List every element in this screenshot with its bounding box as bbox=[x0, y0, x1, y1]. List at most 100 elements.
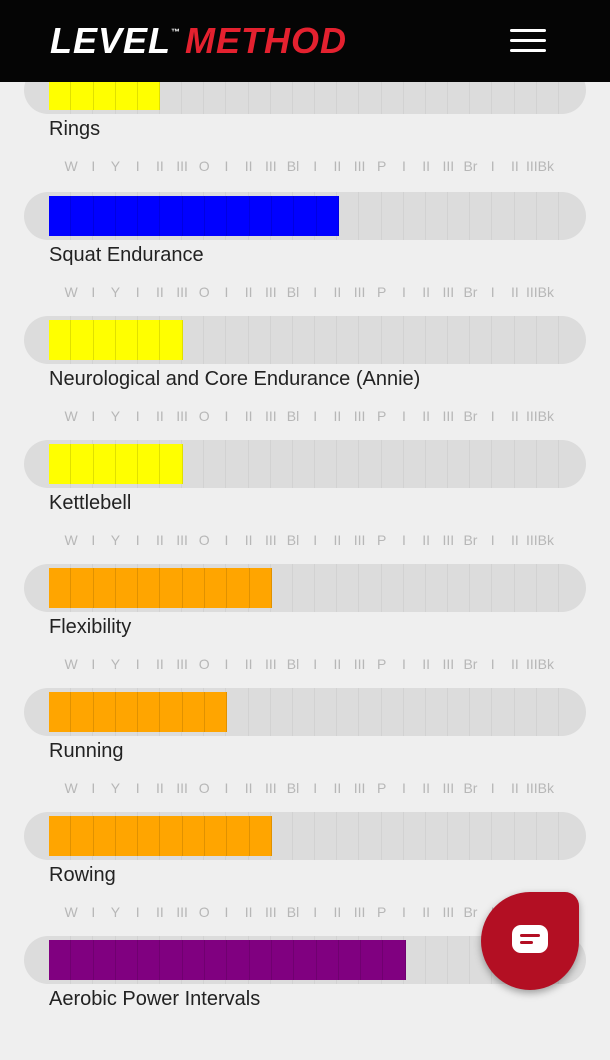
level-label: I bbox=[91, 408, 96, 424]
level-label: III bbox=[264, 904, 277, 920]
level-label: I bbox=[91, 780, 96, 796]
level-label: I bbox=[401, 158, 406, 174]
skill-progress-fill bbox=[49, 692, 228, 732]
level-label: W bbox=[64, 656, 78, 672]
level-label: II bbox=[244, 408, 253, 424]
level-label: II bbox=[510, 158, 519, 174]
level-label: Br bbox=[463, 158, 478, 174]
skill-row[interactable]: Running W I Y I II III O I II III Bl I II III P I II III Br… bbox=[0, 688, 610, 812]
skill-progress-track bbox=[24, 564, 586, 612]
level-label: III bbox=[353, 408, 366, 424]
app-header: LEVEL ™ METHOD bbox=[0, 0, 610, 82]
level-label: I bbox=[490, 158, 495, 174]
skill-name: Neurological and Core Endurance (Annie) bbox=[49, 368, 421, 390]
skill-name: Rings bbox=[49, 118, 101, 140]
level-label: P bbox=[377, 656, 387, 672]
level-label: III bbox=[353, 284, 366, 300]
level-label: I bbox=[91, 284, 96, 300]
level-label: III bbox=[264, 158, 277, 174]
level-label: I bbox=[313, 284, 318, 300]
level-label: I bbox=[490, 780, 495, 796]
skill-row[interactable]: Flexibility W I Y I II III O I II III Bl I II III P I II I… bbox=[0, 564, 610, 688]
level-label: IIIBk bbox=[525, 158, 554, 174]
level-label: II bbox=[422, 656, 430, 672]
level-label: III bbox=[442, 532, 455, 548]
level-label: III bbox=[176, 904, 188, 920]
level-method-logo[interactable]: LEVEL ™ METHOD bbox=[50, 20, 348, 61]
level-label: I bbox=[401, 284, 406, 300]
level-label: Y bbox=[110, 904, 121, 920]
level-label: II bbox=[510, 284, 519, 300]
level-label: II bbox=[333, 532, 342, 548]
level-label: III bbox=[353, 904, 366, 920]
skill-progress-fill bbox=[49, 196, 339, 236]
level-label: II bbox=[155, 158, 164, 174]
level-label: Br bbox=[463, 408, 478, 424]
level-label: III bbox=[176, 408, 188, 424]
level-label: P bbox=[377, 904, 387, 920]
skill-row[interactable]: Neurological and Core Endurance (Annie) W… bbox=[0, 316, 610, 440]
level-label: III bbox=[442, 408, 455, 424]
level-label: II bbox=[422, 904, 430, 920]
level-label: IIIBk bbox=[525, 284, 554, 300]
level-label: II bbox=[155, 780, 164, 796]
level-label: II bbox=[422, 158, 430, 174]
level-label: Bl bbox=[286, 656, 300, 672]
skill-name: Squat Endurance bbox=[49, 244, 204, 266]
level-label: Br bbox=[463, 904, 478, 920]
skills-list: Rings W I Y I II III O I II III Bl I II III P I II III Br I I… bbox=[0, 66, 610, 1010]
level-label: I bbox=[490, 408, 495, 424]
level-label: I bbox=[490, 284, 495, 300]
level-label: Bl bbox=[286, 780, 300, 796]
level-label: I bbox=[313, 408, 318, 424]
level-label: O bbox=[198, 158, 210, 174]
level-label: III bbox=[442, 904, 455, 920]
level-label: II bbox=[155, 904, 164, 920]
level-label: II bbox=[333, 158, 342, 174]
skill-name: Kettlebell bbox=[49, 492, 132, 514]
level-label: Br bbox=[463, 780, 478, 796]
level-label: I bbox=[135, 408, 140, 424]
level-label: I bbox=[313, 780, 318, 796]
level-label: III bbox=[353, 656, 366, 672]
level-label: O bbox=[198, 532, 210, 548]
skill-progress-fill bbox=[49, 816, 272, 856]
level-label: I bbox=[135, 656, 140, 672]
level-label: II bbox=[333, 408, 342, 424]
skill-progress-fill bbox=[49, 444, 183, 484]
level-label: Y bbox=[110, 408, 121, 424]
level-label: I bbox=[313, 532, 318, 548]
chat-button[interactable] bbox=[481, 892, 579, 990]
level-label: P bbox=[377, 158, 387, 174]
level-label: O bbox=[198, 904, 210, 920]
chat-bubble-icon bbox=[512, 925, 548, 953]
level-label: II bbox=[422, 780, 430, 796]
level-label: II bbox=[422, 532, 430, 548]
level-label: I bbox=[224, 656, 229, 672]
level-label: W bbox=[64, 904, 78, 920]
level-label: III bbox=[176, 780, 188, 796]
level-label: III bbox=[353, 158, 366, 174]
level-label: II bbox=[510, 656, 519, 672]
level-label: Bl bbox=[286, 284, 300, 300]
level-label: Bl bbox=[286, 158, 300, 174]
skill-progress-track bbox=[24, 192, 586, 240]
level-label: I bbox=[313, 158, 318, 174]
hamburger-menu-icon[interactable] bbox=[508, 26, 548, 56]
level-label: II bbox=[422, 408, 430, 424]
level-label: II bbox=[510, 780, 519, 796]
logo-word-level: LEVEL bbox=[50, 20, 172, 61]
skill-row[interactable]: Kettlebell W I Y I II III O I II III Bl I II III P I II II… bbox=[0, 440, 610, 564]
level-label: O bbox=[198, 408, 210, 424]
level-label: W bbox=[64, 780, 78, 796]
level-label: Y bbox=[110, 656, 121, 672]
skill-row[interactable]: Squat Endurance W I Y I II III O I II III Bl I II III P… bbox=[0, 192, 610, 316]
level-label: II bbox=[155, 532, 164, 548]
level-label: I bbox=[224, 532, 229, 548]
level-label: III bbox=[176, 532, 188, 548]
level-label: I bbox=[135, 532, 140, 548]
level-label: W bbox=[64, 158, 78, 174]
